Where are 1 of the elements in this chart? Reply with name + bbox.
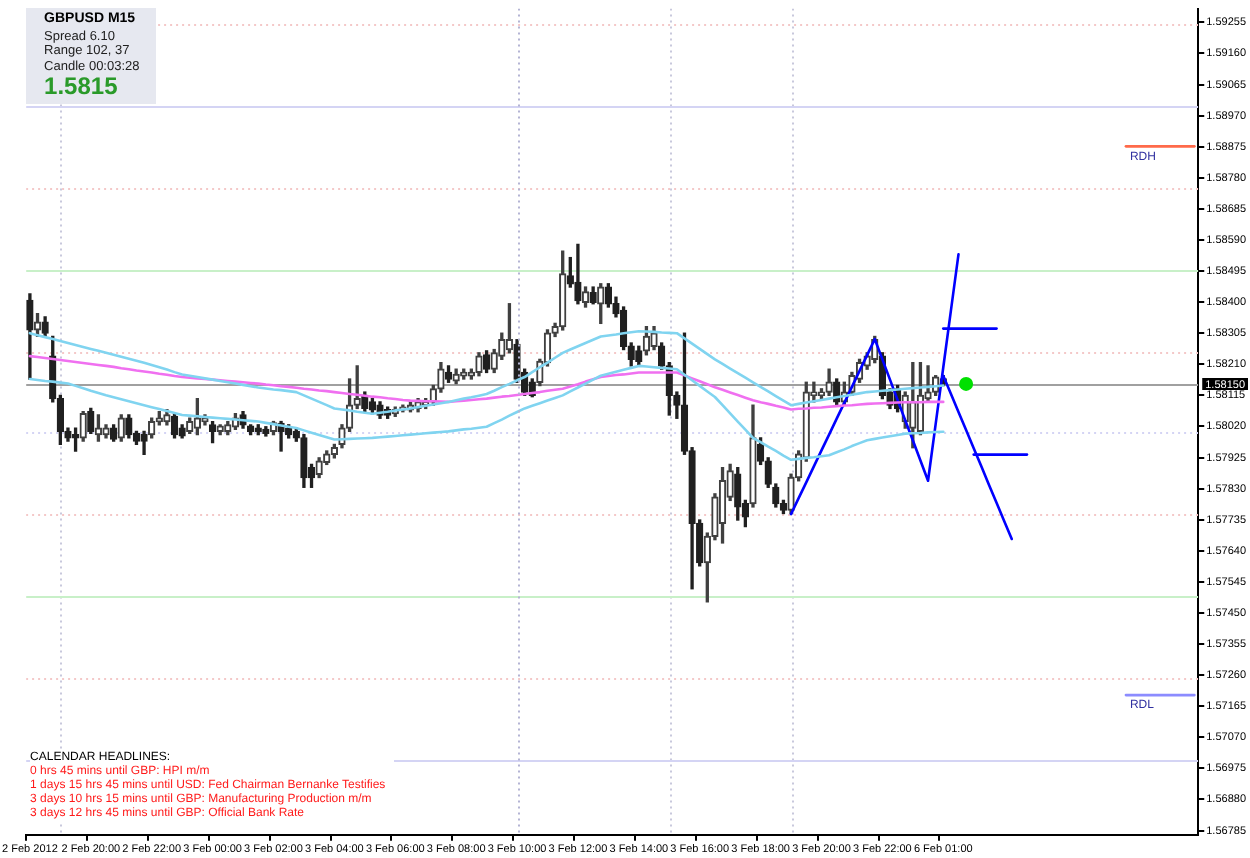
annotation: 1.5815 bbox=[44, 72, 120, 101]
